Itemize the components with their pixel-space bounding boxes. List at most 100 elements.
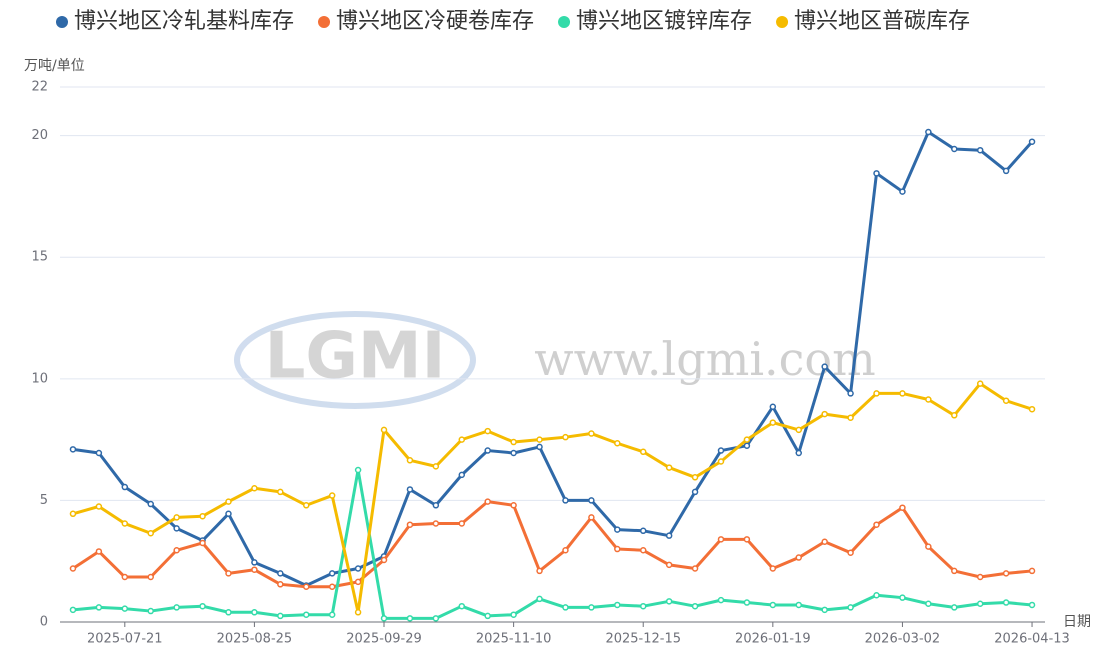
point <box>743 536 751 543</box>
point <box>173 547 180 554</box>
point <box>303 502 310 509</box>
point <box>847 390 854 397</box>
point <box>951 604 958 611</box>
point <box>510 611 517 618</box>
point <box>69 565 77 572</box>
x-tick-label: 2026-03-02 <box>865 632 941 647</box>
point <box>328 492 336 499</box>
series <box>69 380 1036 616</box>
point <box>458 520 466 527</box>
point <box>873 170 880 177</box>
x-tick-label: 2025-07-21 <box>87 632 163 647</box>
point <box>1002 599 1010 606</box>
point <box>432 615 440 622</box>
point <box>795 449 802 457</box>
point <box>251 559 258 566</box>
y-tick-label: 5 <box>40 493 48 508</box>
point <box>1028 138 1036 145</box>
point <box>717 596 725 604</box>
y-tick-label: 10 <box>31 371 48 386</box>
point <box>354 466 362 474</box>
point <box>328 583 336 590</box>
point <box>899 188 906 195</box>
point <box>588 604 595 611</box>
legend-text: 博兴地区冷硬卷库存 <box>336 9 534 34</box>
y-tick-label: 22 <box>31 80 48 95</box>
point <box>951 567 958 575</box>
point <box>639 547 647 554</box>
x-tick-label: 2026-04-13 <box>994 632 1070 647</box>
point <box>484 447 491 454</box>
point <box>406 615 414 622</box>
point <box>691 488 699 496</box>
point <box>251 566 258 573</box>
point <box>899 504 906 511</box>
point <box>873 390 880 397</box>
point <box>743 599 751 606</box>
point <box>510 449 517 457</box>
point <box>976 380 984 387</box>
legend-text: 博兴地区镀锌库存 <box>576 9 752 34</box>
point <box>380 426 388 434</box>
point <box>251 485 258 492</box>
point <box>639 602 647 610</box>
point <box>277 612 284 620</box>
point <box>303 583 310 590</box>
point <box>380 556 388 564</box>
point <box>821 363 828 370</box>
point <box>484 427 491 435</box>
point <box>95 503 103 510</box>
point <box>277 488 284 496</box>
point <box>873 592 880 599</box>
point <box>484 612 491 620</box>
point <box>1028 601 1036 609</box>
point <box>432 502 440 509</box>
point <box>847 414 854 421</box>
point <box>510 502 517 509</box>
point <box>639 448 647 456</box>
point <box>147 500 154 508</box>
point <box>795 426 802 434</box>
point <box>458 602 466 610</box>
point <box>536 567 543 575</box>
point <box>354 578 362 586</box>
legend-marker <box>776 16 789 28</box>
point <box>769 419 777 426</box>
point <box>328 570 336 577</box>
y-axis-label: 万吨/单位 <box>24 58 85 74</box>
point <box>821 606 828 614</box>
point <box>769 601 777 609</box>
x-tick-label: 2025-08-25 <box>217 632 293 647</box>
point <box>147 529 154 537</box>
point <box>769 403 777 411</box>
point <box>588 514 595 521</box>
point <box>458 471 466 479</box>
point <box>354 609 362 616</box>
x-tick-label: 2025-11-10 <box>476 632 552 647</box>
x-tick-label: 2026-01-19 <box>735 632 811 647</box>
point <box>69 606 77 614</box>
point <box>1028 405 1036 413</box>
point <box>588 430 595 437</box>
point <box>147 607 154 615</box>
watermark-url: www.lgmi.com <box>534 332 875 386</box>
legend-marker <box>56 16 68 28</box>
point <box>717 536 725 543</box>
point <box>976 600 984 608</box>
point <box>873 521 880 528</box>
series-line <box>72 468 1033 620</box>
point <box>639 527 647 535</box>
point <box>769 565 777 572</box>
point <box>458 436 466 443</box>
point <box>173 514 180 521</box>
series-line <box>72 500 1033 589</box>
point <box>925 543 932 550</box>
point <box>121 520 129 527</box>
point <box>1028 567 1036 575</box>
watermark-logo: LGMI <box>265 320 446 394</box>
point <box>406 486 414 493</box>
watermark: LGMI www.lgmi.com <box>234 311 876 409</box>
series <box>69 466 1036 622</box>
series <box>69 128 1036 589</box>
point <box>225 570 232 577</box>
